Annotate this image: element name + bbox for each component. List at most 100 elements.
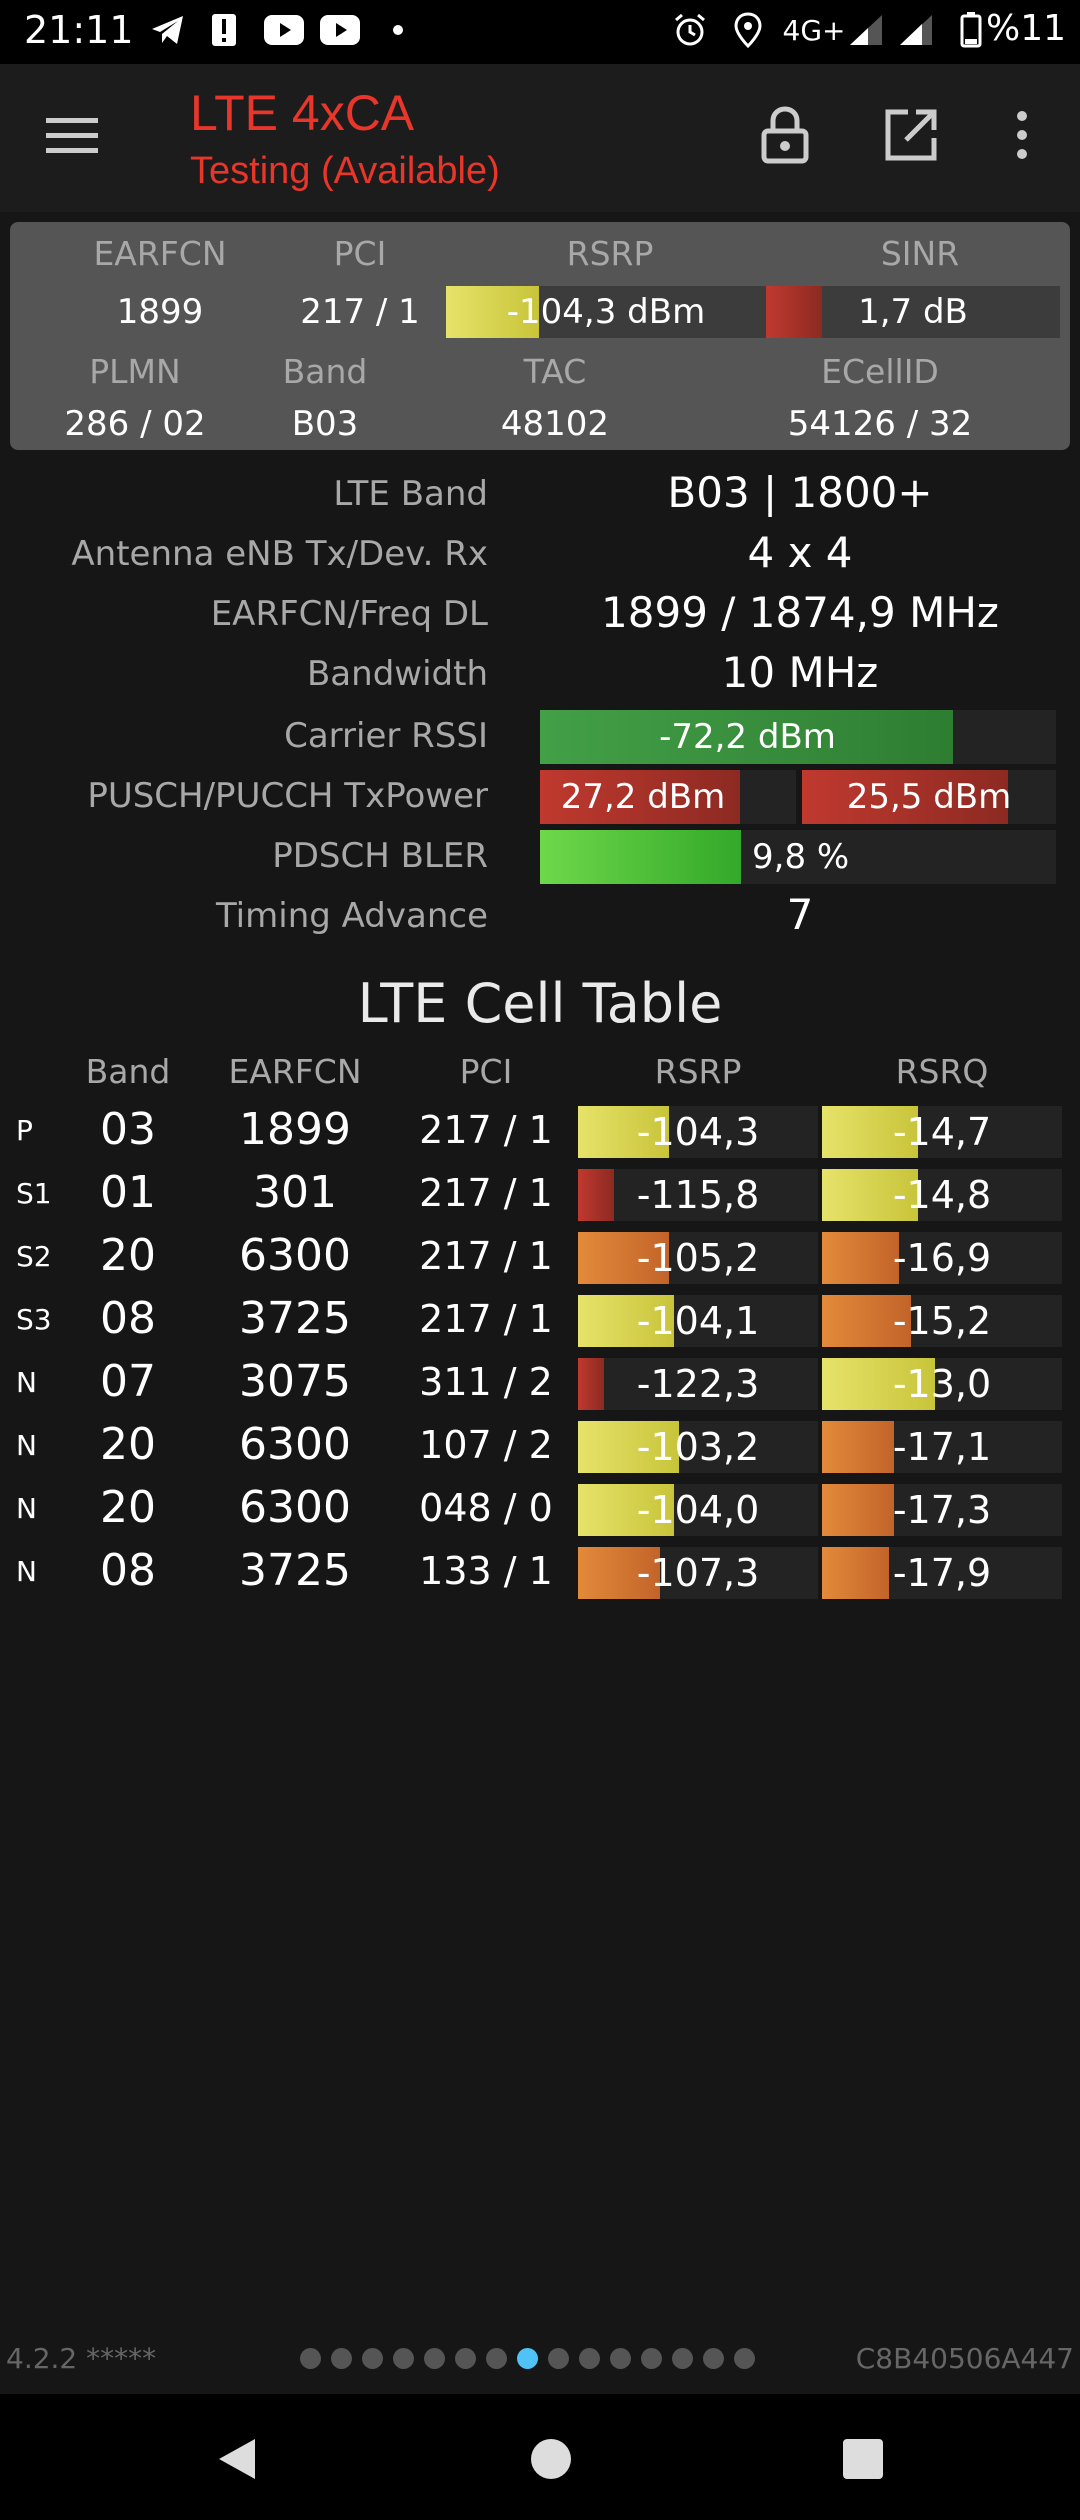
cell-type: S3 <box>16 1303 52 1336</box>
page-dot[interactable] <box>579 2348 600 2369</box>
cell-earfcn: 6300 <box>239 1482 351 1533</box>
back-icon[interactable] <box>202 2424 272 2494</box>
detail-value: B03 | 1800+ <box>667 468 933 517</box>
cell-rsrp-bar: -105,2 <box>578 1232 818 1284</box>
cell-earfcn: 3075 <box>239 1356 351 1407</box>
label-sinr: SINR <box>880 234 960 273</box>
cell-pci: 217 / 1 <box>419 1234 553 1278</box>
cell-rsrq-fill <box>822 1358 935 1410</box>
network-type: 4G+ <box>782 13 846 47</box>
page-dot[interactable] <box>517 2348 538 2369</box>
menu-icon[interactable] <box>40 104 104 168</box>
cell-rsrq: -17,9 <box>892 1551 992 1595</box>
detail-value: 4 x 4 <box>747 528 853 577</box>
page-dot[interactable] <box>548 2348 569 2369</box>
page-dot[interactable] <box>362 2348 383 2369</box>
battery-level: %11 <box>985 8 1066 49</box>
page-dot[interactable] <box>610 2348 631 2369</box>
page-dot[interactable] <box>393 2348 414 2369</box>
page-dot[interactable] <box>734 2348 755 2369</box>
app-version: 4.2.2 ***** <box>6 2342 157 2375</box>
bler-bar-fill <box>540 830 742 884</box>
page-indicator[interactable] <box>300 2348 755 2369</box>
cell-rsrp-fill <box>578 1358 605 1410</box>
cell-rsrp-bar: -104,1 <box>578 1295 818 1347</box>
more-notifications-icon <box>390 12 406 48</box>
value-sinr: 1,7 dB <box>858 292 968 332</box>
detail-label: PUSCH/PUCCH TxPower <box>87 776 488 816</box>
col-pci: PCI <box>459 1052 513 1091</box>
open-external-icon[interactable] <box>876 100 946 170</box>
location-icon <box>730 12 766 48</box>
recents-icon[interactable] <box>828 2424 898 2494</box>
status-bar: 21:11 4G+ %11 <box>0 0 1080 64</box>
cell-rsrq: -13,0 <box>892 1362 992 1406</box>
cell-pci: 217 / 1 <box>419 1108 553 1152</box>
cell-rsrp-bar: -122,3 <box>578 1358 818 1410</box>
cell-rsrq-fill <box>822 1295 911 1347</box>
youtube-icon <box>318 12 362 48</box>
label-plmn: PLMN <box>89 352 181 391</box>
page-dot[interactable] <box>455 2348 476 2369</box>
value-plmn: 286 / 02 <box>64 404 206 444</box>
cell-rsrp-fill <box>578 1106 670 1158</box>
cell-pci: 133 / 1 <box>419 1549 553 1593</box>
cell-earfcn: 3725 <box>239 1293 351 1344</box>
more-options-icon[interactable] <box>1004 100 1040 170</box>
page-dot[interactable] <box>300 2348 321 2369</box>
detail-value: 7 <box>786 890 814 939</box>
detail-label: PDSCH BLER <box>272 836 488 876</box>
cell-rsrp-bar: -103,2 <box>578 1421 818 1473</box>
cell-rsrq-fill <box>822 1484 894 1536</box>
cell-type: S1 <box>16 1177 52 1210</box>
table-row: P 03 1899 217 / 1 -104,3 -14,7 <box>0 1100 1080 1162</box>
col-band: Band <box>85 1052 171 1091</box>
cell-rsrq: -14,8 <box>892 1173 992 1217</box>
table-row: N 08 3725 133 / 1 -107,3 -17,9 <box>0 1541 1080 1603</box>
page-dot[interactable] <box>672 2348 693 2369</box>
sinr-bar-fill <box>766 286 822 338</box>
cell-band: 20 <box>100 1482 156 1533</box>
value-earfcn: 1899 <box>116 292 204 332</box>
cell-rsrp: -104,3 <box>636 1110 760 1154</box>
page-subtitle: Testing (Available) <box>190 150 500 192</box>
cell-rsrp-bar: -104,0 <box>578 1484 818 1536</box>
cell-rsrq-bar: -17,1 <box>822 1421 1062 1473</box>
page-dot[interactable] <box>703 2348 724 2369</box>
detail-label: EARFCN/Freq DL <box>210 594 488 634</box>
cell-earfcn: 1899 <box>239 1104 351 1155</box>
page-dot[interactable] <box>641 2348 662 2369</box>
cell-rsrp-bar: -104,3 <box>578 1106 818 1158</box>
lock-icon[interactable] <box>750 100 820 170</box>
cell-band: 01 <box>100 1167 156 1218</box>
cell-rsrp-fill <box>578 1421 679 1473</box>
col-rsrq: RSRQ <box>895 1052 989 1091</box>
page-dot[interactable] <box>424 2348 445 2369</box>
cell-pci: 217 / 1 <box>419 1297 553 1341</box>
home-icon[interactable] <box>516 2424 586 2494</box>
youtube-icon <box>262 12 306 48</box>
telegram-icon <box>148 12 188 48</box>
cell-rsrp: -104,0 <box>636 1488 760 1532</box>
cell-rsrq-fill <box>822 1421 894 1473</box>
cell-rsrq-bar: -16,9 <box>822 1232 1062 1284</box>
table-row: N 07 3075 311 / 2 -122,3 -13,0 <box>0 1352 1080 1414</box>
cell-rsrq: -14,7 <box>892 1110 992 1154</box>
rsrp-bar: -104,3 dBm <box>446 286 766 338</box>
cell-band: 20 <box>100 1419 156 1470</box>
cell-rsrp: -105,2 <box>636 1236 760 1280</box>
system-nav-bar <box>0 2394 1080 2520</box>
value-pci: 217 / 1 <box>300 292 420 332</box>
page-dot[interactable] <box>331 2348 352 2369</box>
table-row: S3 08 3725 217 / 1 -104,1 -15,2 <box>0 1289 1080 1351</box>
battery-icon <box>958 12 984 48</box>
cell-band: 08 <box>100 1545 156 1596</box>
cell-pci: 048 / 0 <box>419 1486 553 1530</box>
cell-band: 03 <box>100 1104 156 1155</box>
cell-rsrp-fill <box>578 1484 674 1536</box>
page-dot[interactable] <box>486 2348 507 2369</box>
cell-rsrp-fill <box>578 1547 660 1599</box>
label-pci: PCI <box>333 234 387 273</box>
cell-pci: 107 / 2 <box>419 1423 553 1467</box>
cell-rsrp-bar: -115,8 <box>578 1169 818 1221</box>
